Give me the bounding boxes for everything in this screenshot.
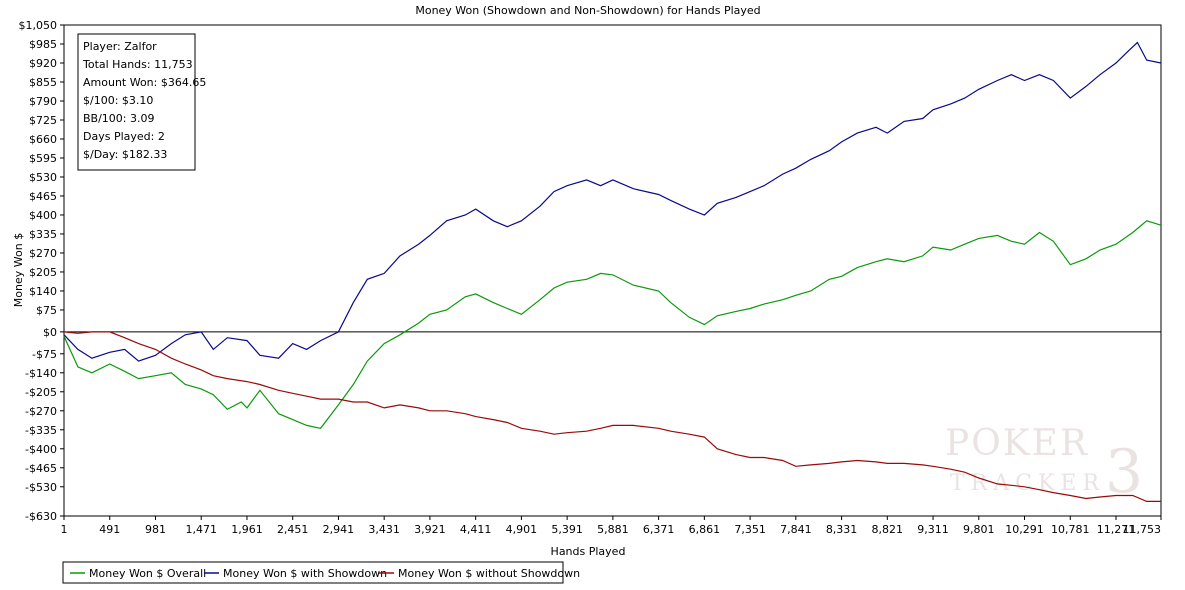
x-tick-label: 8,331	[826, 523, 858, 536]
y-axis: $1,050 $985 $920 $855 $790 $725 $660 $595 $530 $4…	[19, 19, 64, 523]
y-tick-label: -$530	[25, 481, 57, 494]
x-tick-label: 10,781	[1051, 523, 1090, 536]
series-line-money-won-with-showdown	[63, 41, 1162, 362]
y-tick-label: $725	[29, 114, 57, 127]
x-tick-label: 10,291	[1005, 523, 1044, 536]
x-tick-label: 11,271	[1097, 523, 1136, 536]
stats-per-100: $/100: $3.10	[83, 94, 153, 107]
chart-title: Money Won (Showdown and Non-Showdown) fo…	[415, 4, 760, 17]
y-tick-label: $335	[29, 228, 57, 241]
y-tick-label: $205	[29, 266, 57, 279]
x-tick-label: 3,431	[368, 523, 400, 536]
legend-label-overall: Money Won $ Overall	[89, 567, 206, 580]
y-tick-label: -$270	[25, 405, 57, 418]
x-axis-title: Hands Played	[551, 545, 626, 558]
y-tick-label: $660	[29, 133, 57, 146]
y-tick-label: $855	[29, 76, 57, 89]
x-tick-label: 8,821	[872, 523, 904, 536]
x-tick-label: 7,841	[780, 523, 812, 536]
x-tick-label: 1	[61, 523, 68, 536]
legend-frame	[62, 561, 564, 584]
x-tick-label: 4,901	[506, 523, 538, 536]
stats-amount-won: Amount Won: $364.65	[83, 76, 206, 89]
y-tick-label: $1,050	[19, 19, 58, 32]
stats-per-day: $/Day: $182.33	[83, 148, 167, 161]
x-tick-label: 4,411	[460, 523, 492, 536]
y-tick-label: $985	[29, 38, 57, 51]
x-tick-label: 1,961	[231, 523, 263, 536]
x-tick-label: 9,801	[963, 523, 995, 536]
x-tick-label: 2,941	[323, 523, 355, 536]
y-tick-label: $400	[29, 209, 57, 222]
stats-days-played: Days Played: 2	[83, 130, 165, 143]
y-tick-label: $920	[29, 57, 57, 70]
stats-box-frame	[77, 33, 196, 171]
x-tick-label: 491	[99, 523, 120, 536]
y-tick-label: $140	[29, 285, 57, 298]
stats-player: Player: Zalfor	[83, 40, 157, 53]
x-tick-label: 11,753	[1123, 523, 1162, 536]
y-tick-label: -$75	[32, 348, 57, 361]
y-tick-label: -$335	[25, 424, 57, 437]
stats-bb-per-100: BB/100: 3.09	[83, 112, 155, 125]
y-tick-label: $0	[43, 326, 57, 339]
x-tick-label: 5,391	[551, 523, 583, 536]
y-tick-label: -$205	[25, 386, 57, 399]
poker-tracker-watermark: POKER TRACKER 3	[945, 423, 1143, 507]
x-tick-label: 6,861	[689, 523, 721, 536]
x-tick-label: 2,451	[277, 523, 309, 536]
player-stats-box: Player: Zalfor Total Hands: 11,753 Amoun…	[77, 33, 206, 171]
y-tick-label: $75	[36, 304, 57, 317]
x-tick-label: 3,921	[414, 523, 446, 536]
y-tick-label: -$465	[25, 462, 57, 475]
y-tick-label: $595	[29, 152, 57, 165]
x-tick-label: 981	[145, 523, 166, 536]
series-line-money-won-without-showdown	[63, 331, 1161, 502]
stats-total-hands: Total Hands: 11,753	[82, 58, 193, 71]
legend-label-non-showdown: Money Won $ without Showdown	[398, 567, 580, 580]
series-line-money-won-overall	[63, 220, 1162, 429]
x-tick-label: 1,471	[185, 523, 217, 536]
x-tick-label: 5,881	[597, 523, 629, 536]
legend-label-showdown: Money Won $ with Showdown	[223, 567, 387, 580]
y-tick-label: $530	[29, 171, 57, 184]
series-lines	[63, 41, 1162, 502]
x-axis: 1 491 981 1,471 1,961 2,451 2,941 3,431 3,921 4,4…	[61, 516, 1162, 536]
x-tick-label: 9,311	[917, 523, 949, 536]
y-tick-label: -$140	[25, 367, 57, 380]
y-tick-label: $465	[29, 190, 57, 203]
y-tick-label: -$630	[25, 510, 57, 523]
y-tick-label: $270	[29, 247, 57, 260]
y-tick-label: $790	[29, 95, 57, 108]
watermark-poker-text: POKER	[945, 423, 1089, 464]
legend: Money Won $ Overall Money Won $ with Sho…	[62, 561, 580, 584]
x-tick-label: 7,351	[734, 523, 766, 536]
x-tick-label: 6,371	[643, 523, 675, 536]
y-axis-title: Money Won $	[12, 233, 25, 307]
y-tick-label: -$400	[25, 443, 57, 456]
watermark-tracker-text: TRACKER	[950, 471, 1105, 496]
